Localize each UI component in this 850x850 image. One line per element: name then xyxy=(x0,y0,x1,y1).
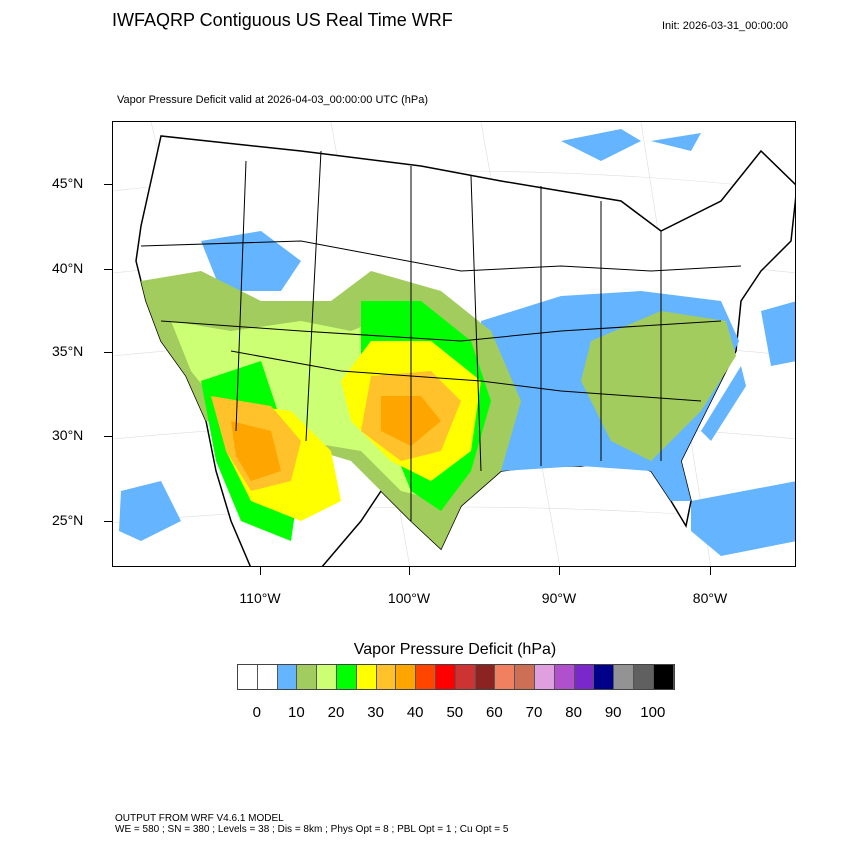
colorbar-label: 90 xyxy=(604,704,622,721)
colorbar-box xyxy=(554,665,575,689)
lon-label: 110°W xyxy=(239,590,281,606)
colorbar-box xyxy=(534,665,555,689)
lat-label: 35°N xyxy=(52,343,84,359)
colorbar-box xyxy=(317,665,337,689)
colorbar-box xyxy=(574,665,595,689)
colorbar-label: 20 xyxy=(327,704,345,721)
colorbar-label: 70 xyxy=(525,704,543,721)
footer-model: OUTPUT FROM WRF V4.6.1 MODEL xyxy=(115,813,284,824)
colorbar-title: Vapor Pressure Deficit (hPa) xyxy=(353,641,557,658)
colorbar-box xyxy=(455,665,476,689)
lat-tick xyxy=(104,184,112,185)
colorbar-box xyxy=(416,665,436,689)
lon-tick xyxy=(710,567,711,575)
colorbar-box xyxy=(614,665,634,689)
lat-label: 45°N xyxy=(52,175,84,191)
lon-tick xyxy=(409,567,410,575)
colorbar-box xyxy=(495,665,516,689)
ocean-vpd-patches xyxy=(119,129,795,556)
vpd-map xyxy=(112,121,796,567)
colorbar-box xyxy=(376,665,397,689)
lat-tick xyxy=(104,352,112,353)
state-borders xyxy=(140,150,742,521)
lat-tick xyxy=(104,521,112,522)
lat-tick xyxy=(104,269,112,270)
colorbar-box xyxy=(515,665,535,689)
colorbar-box xyxy=(396,665,417,689)
colorbar-box xyxy=(356,665,377,689)
plot-title: IWFAQRP Contiguous US Real Time WRF xyxy=(112,10,453,30)
colorbar-box xyxy=(277,665,298,689)
lon-tick xyxy=(260,567,261,575)
lon-label: 90°W xyxy=(541,590,577,606)
footer-config: WE = 580 ; SN = 380 ; Levels = 38 ; Dis … xyxy=(115,824,509,835)
lat-label: 30°N xyxy=(52,427,84,443)
map-canvas xyxy=(113,122,795,566)
colorbar-box xyxy=(633,665,654,689)
colorbar-box xyxy=(653,665,674,689)
colorbar-box xyxy=(336,665,357,689)
colorbar-label: 100 xyxy=(640,704,666,721)
colorbar-label: 60 xyxy=(486,704,503,721)
lat-tick xyxy=(104,436,112,437)
colorbar-label: 50 xyxy=(446,704,464,721)
colorbar-box xyxy=(435,665,456,689)
init-time: Init: 2026-03-31_00:00:00 xyxy=(662,20,788,32)
colorbar-box xyxy=(238,665,258,689)
colorbar-box xyxy=(475,665,496,689)
colorbar-label: 40 xyxy=(406,704,424,721)
lon-label: 100°W xyxy=(387,590,431,606)
vpd-fill xyxy=(141,231,739,549)
lon-label: 80°W xyxy=(692,590,728,606)
colorbar-label: 30 xyxy=(367,704,384,721)
colorbar xyxy=(237,664,675,690)
colorbar-box xyxy=(297,665,318,689)
colorbar-label: 0 xyxy=(252,704,261,721)
lat-label: 40°N xyxy=(52,260,84,276)
colorbar-box xyxy=(594,665,615,689)
plot-subtitle: Vapor Pressure Deficit valid at 2026-04-… xyxy=(117,94,429,106)
lon-tick xyxy=(559,567,560,575)
lat-label: 25°N xyxy=(52,512,84,528)
colorbar-label: 10 xyxy=(288,704,305,721)
colorbar-box xyxy=(257,665,278,689)
colorbar-label: 80 xyxy=(565,704,582,721)
